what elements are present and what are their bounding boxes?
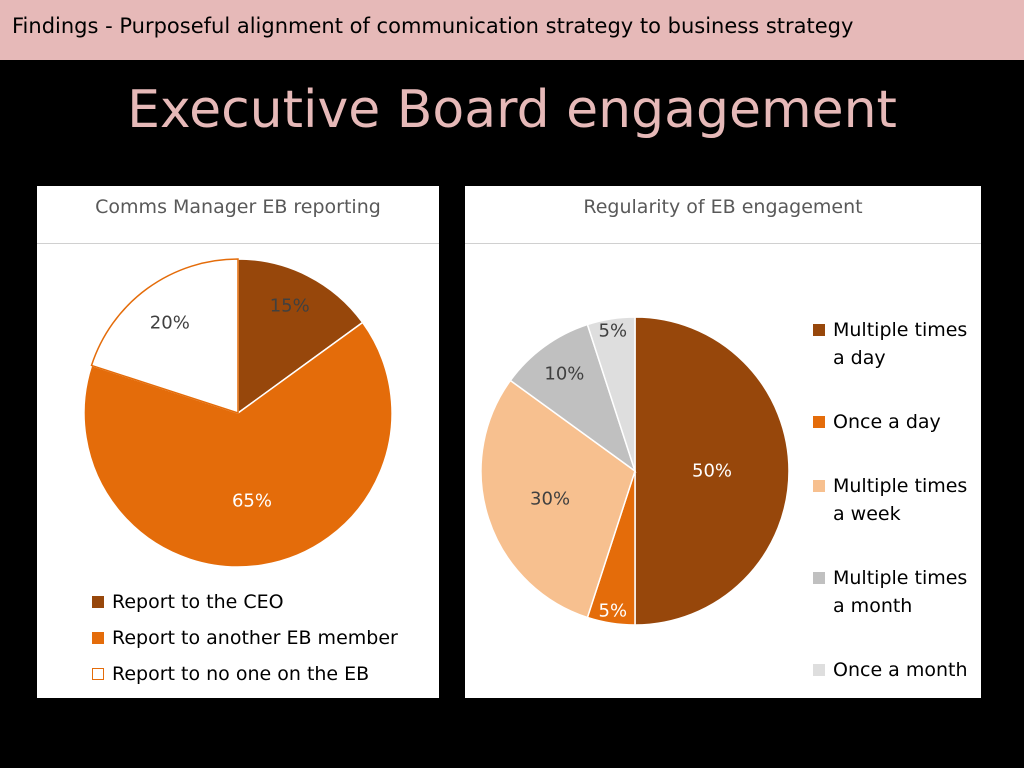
data-label-multiple-times-a-day: 50% — [691, 460, 733, 482]
legend-label: Multiple times a week — [833, 475, 968, 525]
legend-item-report-to-another-eb-member: Report to another EB member — [92, 624, 398, 652]
legend-item-multiple-times-a-day: Multiple times a day — [813, 316, 973, 372]
header-banner: Findings - Purposeful alignment of commu… — [0, 0, 1024, 60]
data-label-multiple-times-a-week: 30% — [530, 488, 571, 510]
data-label-report-to-another-eb-member: 65% — [231, 490, 272, 512]
legend-label: Report to the CEO — [112, 591, 284, 613]
legend-label: Once a month — [833, 659, 968, 681]
legend-item-report-to-no-one-on-the-eb: Report to no one on the EB — [92, 660, 398, 688]
legend-item-report-to-the-ceo: Report to the CEO — [92, 588, 398, 616]
legend-label: Report to no one on the EB — [112, 663, 370, 685]
legend-swatch — [813, 572, 825, 584]
data-label-once-a-day: 5% — [598, 600, 628, 622]
legend-swatch — [92, 632, 104, 644]
pie-slice-report-to-the-ceo — [237, 258, 364, 415]
legend-label: Report to another EB member — [112, 627, 398, 649]
chart-title: Comms Manager EB reporting — [95, 196, 381, 218]
legend-swatch — [813, 416, 825, 428]
legend: Report to the CEO Report to another EB me… — [92, 588, 398, 696]
data-label-multiple-times-a-month: 10% — [544, 363, 585, 385]
legend-swatch — [813, 480, 825, 492]
legend-item-multiple-times-a-week: Multiple times a week — [813, 472, 973, 528]
pie-slice-multiple-times-a-week — [480, 379, 636, 619]
legend-label: Multiple times a month — [833, 567, 968, 617]
pie-chart-eb-reporting — [83, 258, 393, 568]
legend-swatch — [92, 596, 104, 608]
legend-label: Multiple times a day — [833, 319, 968, 369]
data-label-once-a-month: 5% — [598, 320, 628, 342]
chart-panel-eb-reporting: Comms Manager EB reporting Report to the… — [37, 186, 439, 698]
chart-title: Regularity of EB engagement — [583, 196, 863, 218]
divider — [465, 243, 981, 244]
legend-item-once-a-day: Once a day — [813, 408, 973, 436]
pie-slice-report-to-another-eb-member — [83, 321, 393, 568]
banner-text: Findings - Purposeful alignment of commu… — [12, 14, 854, 38]
chart-panel-eb-engagement: Regularity of EB engagement Multiple tim… — [465, 186, 981, 698]
legend-swatch — [813, 664, 825, 676]
divider — [37, 243, 439, 244]
pie-slice-multiple-times-a-day — [634, 316, 790, 626]
legend-swatch — [92, 668, 104, 680]
legend: Multiple times a day Once a day Multiple t… — [813, 316, 973, 692]
data-label-report-to-the-ceo: 15% — [269, 295, 310, 317]
legend-label: Once a day — [833, 411, 941, 433]
pie-slice-multiple-times-a-month — [509, 323, 637, 473]
pie-chart-eb-engagement — [480, 316, 790, 626]
pie-slice-report-to-no-one-on-the-eb — [90, 258, 239, 415]
pie-slice-once-a-month — [586, 316, 636, 472]
slide-title: Executive Board engagement — [127, 80, 897, 140]
legend-item-multiple-times-a-month: Multiple times a month — [813, 564, 973, 620]
legend-swatch — [813, 324, 825, 336]
legend-item-once-a-month: Once a month — [813, 656, 973, 684]
data-label-report-to-no-one-on-the-eb: 20% — [149, 312, 190, 334]
